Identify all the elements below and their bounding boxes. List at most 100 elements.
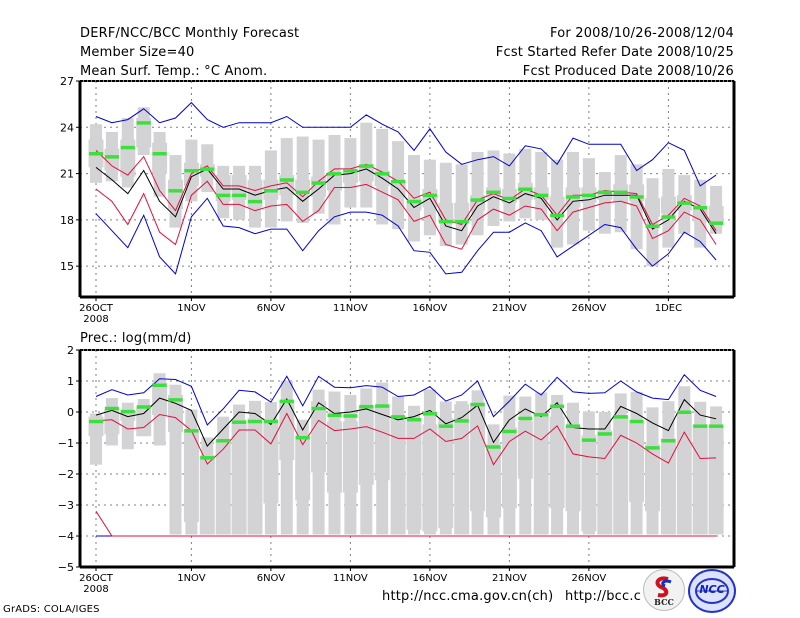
- top-variable-label: Mean Surf. Temp.: °C Anom.: [80, 64, 268, 79]
- quartile-box: [374, 405, 390, 481]
- x-tick-label: 11NOV: [333, 303, 368, 314]
- red-upper-line: [95, 412, 717, 466]
- median-mark: [104, 155, 119, 159]
- quartile-box: [231, 175, 247, 200]
- quartile-box: [390, 179, 406, 197]
- quartile-box: [136, 407, 152, 437]
- quartile-box: [88, 416, 104, 437]
- quartile-box: [597, 430, 613, 535]
- blue-upper-line: [95, 374, 717, 426]
- ncc-logo-icon: [695, 578, 729, 604]
- blue-upper-line: [95, 101, 717, 187]
- quartile-box: [342, 421, 358, 493]
- ncc-logo: NCC: [688, 569, 736, 613]
- median-mark: [613, 190, 628, 195]
- quartile-box: [168, 394, 183, 433]
- median-mark: [200, 456, 215, 460]
- median-mark: [343, 414, 358, 418]
- quartile-box: [358, 405, 374, 485]
- quartile-box: [183, 429, 199, 523]
- quartile-box: [438, 202, 454, 222]
- grads-credit: GrADS: COLA/IGES: [3, 604, 100, 615]
- y-tick-label: 2: [67, 344, 74, 357]
- median-mark: [327, 413, 342, 418]
- quartile-box: [263, 419, 279, 504]
- quartile-box: [120, 410, 136, 421]
- median-mark: [597, 190, 612, 195]
- median-mark: [216, 193, 231, 198]
- median-mark: [422, 193, 437, 198]
- quartile-box: [422, 424, 438, 532]
- ncc-logo-text: NCC: [699, 583, 725, 596]
- quartile-box: [152, 142, 168, 174]
- x-tick-label: 1DEC: [655, 303, 682, 314]
- quartile-box: [565, 425, 581, 512]
- median-mark: [645, 224, 660, 229]
- y-tick-label: 0: [67, 406, 74, 419]
- quartile-box: [406, 419, 422, 530]
- x-tick-sublabel: 2008: [83, 584, 108, 595]
- quartile-box: [390, 416, 406, 535]
- bottom-variable-label: Prec.: log(mm/d): [80, 331, 192, 346]
- median-mark: [248, 419, 262, 424]
- quartile-box: [231, 419, 247, 535]
- median-mark: [279, 178, 294, 182]
- quartile-box: [549, 196, 565, 211]
- x-tick-label: 26NOV: [572, 303, 607, 314]
- median-mark: [120, 409, 135, 414]
- median-mark: [232, 193, 247, 198]
- red-lower-line: [95, 510, 717, 537]
- median-mark: [470, 198, 485, 202]
- x-tick-label: 6NOV: [257, 573, 286, 584]
- median-mark: [152, 152, 167, 156]
- quartile-box: [549, 416, 565, 509]
- y-tick-label: −1: [58, 437, 74, 450]
- median-mark: [184, 168, 199, 173]
- x-tick-label: 6NOV: [257, 303, 286, 314]
- median-mark: [486, 445, 501, 449]
- median-mark: [89, 152, 103, 156]
- ncc-url-link[interactable]: http://ncc.cma.gov.cn(ch): [382, 589, 554, 604]
- median-mark: [343, 168, 358, 173]
- median-mark: [327, 172, 342, 176]
- median-mark: [518, 416, 533, 421]
- x-tick-label: 16NOV: [413, 573, 448, 584]
- median-mark: [645, 446, 660, 450]
- quartile-box: [454, 404, 470, 535]
- range-box: [312, 139, 325, 214]
- quartile-box: [327, 421, 342, 493]
- median-mark: [566, 424, 580, 428]
- y-tick-label: 1: [67, 375, 74, 388]
- ensemble-mean-line: [95, 167, 717, 234]
- y-tick-label: −3: [58, 499, 74, 512]
- x-tick-label: 26OCT: [79, 303, 114, 314]
- quartile-box: [247, 418, 263, 535]
- median-mark: [709, 424, 724, 428]
- bcc-url-link[interactable]: http://bcc.c: [565, 589, 642, 604]
- median-mark: [661, 215, 676, 219]
- range-box: [503, 153, 516, 222]
- y-tick-label: 24: [60, 121, 74, 134]
- x-tick-label: 26OCT: [79, 573, 114, 584]
- quartile-box: [660, 438, 676, 535]
- quartile-box: [295, 435, 311, 501]
- median-mark: [661, 439, 676, 443]
- quartile-box: [311, 401, 327, 473]
- y-tick-label: 27: [60, 75, 74, 88]
- x-tick-label: 26NOV: [572, 573, 607, 584]
- quartile-box: [438, 418, 454, 529]
- median-mark: [693, 206, 708, 210]
- median-mark: [581, 193, 596, 198]
- x-tick-label: 1NOV: [177, 303, 206, 314]
- median-mark: [693, 424, 708, 428]
- median-mark: [136, 405, 151, 409]
- y-tick-label: 15: [60, 260, 74, 273]
- median-mark: [581, 438, 596, 442]
- quartile-box: [501, 427, 517, 509]
- x-tick-label: 11NOV: [333, 573, 368, 584]
- y-tick-label: 18: [60, 214, 74, 227]
- median-mark: [232, 420, 247, 424]
- quartile-box: [279, 399, 295, 461]
- median-mark: [216, 439, 231, 443]
